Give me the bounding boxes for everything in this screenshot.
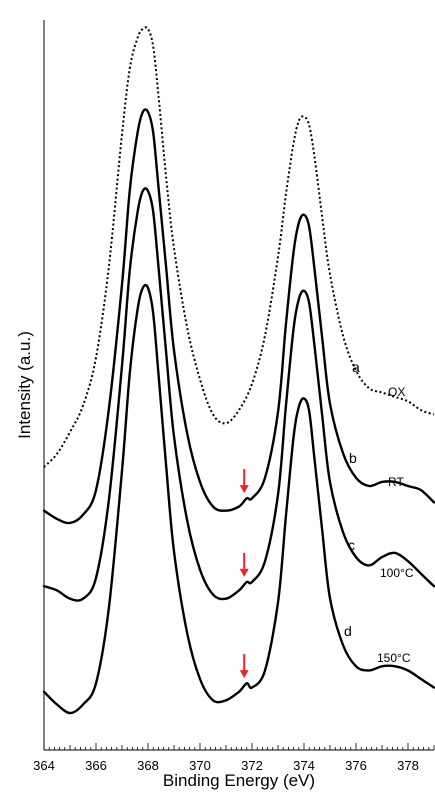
series-condition-a: OX xyxy=(388,385,405,399)
x-tick-label: 368 xyxy=(137,758,159,773)
red-arrow-c xyxy=(240,553,249,577)
series-letter-a: a xyxy=(352,359,360,375)
x-tick-label: 378 xyxy=(397,758,419,773)
plot-area: 364 366 368 370 372 374 376 378 aOXbRTc100°Cd15… xyxy=(33,20,434,773)
series-condition-c: 100°C xyxy=(380,566,414,580)
series-letter-d: d xyxy=(344,623,352,639)
series-condition-b: RT xyxy=(388,475,404,489)
series-letter-c: c xyxy=(348,537,355,553)
series-line-d xyxy=(44,285,434,713)
series-line-a xyxy=(44,27,434,467)
series-line-c xyxy=(44,188,434,600)
red-arrow-b xyxy=(240,469,249,493)
x-tick-label: 376 xyxy=(345,758,367,773)
series-labels: a OX b RT c 100°C d 150°C xyxy=(344,359,414,665)
x-axis-label: Binding Energy (eV) xyxy=(163,771,315,790)
series-curves xyxy=(44,27,434,713)
red-arrow-d xyxy=(240,654,249,678)
series-letter-b: b xyxy=(349,450,357,466)
x-ticks xyxy=(44,743,434,750)
x-tick-label: 366 xyxy=(85,758,107,773)
y-axis-label: Intensity (a.u.) xyxy=(15,331,34,439)
series-condition-d: 150°C xyxy=(377,651,411,665)
x-tick-label: 364 xyxy=(33,758,55,773)
series-line-b xyxy=(44,109,434,523)
